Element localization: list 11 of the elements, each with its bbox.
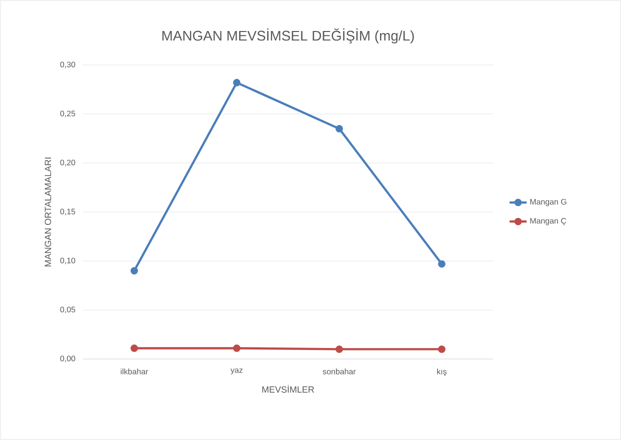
point <box>336 125 343 132</box>
y-axis-title: MANGAN ORTALAMALARI <box>44 158 52 266</box>
point <box>438 346 446 353</box>
point <box>233 78 240 86</box>
point <box>336 346 343 353</box>
point <box>438 260 446 268</box>
x-axis-title: MEVSİMLER <box>262 384 314 393</box>
point <box>130 267 138 274</box>
point <box>233 344 240 352</box>
point <box>130 344 138 352</box>
chart-title: MANGAN MEVSİMSEL DEĞİŞİM (mg/L) <box>162 28 414 44</box>
